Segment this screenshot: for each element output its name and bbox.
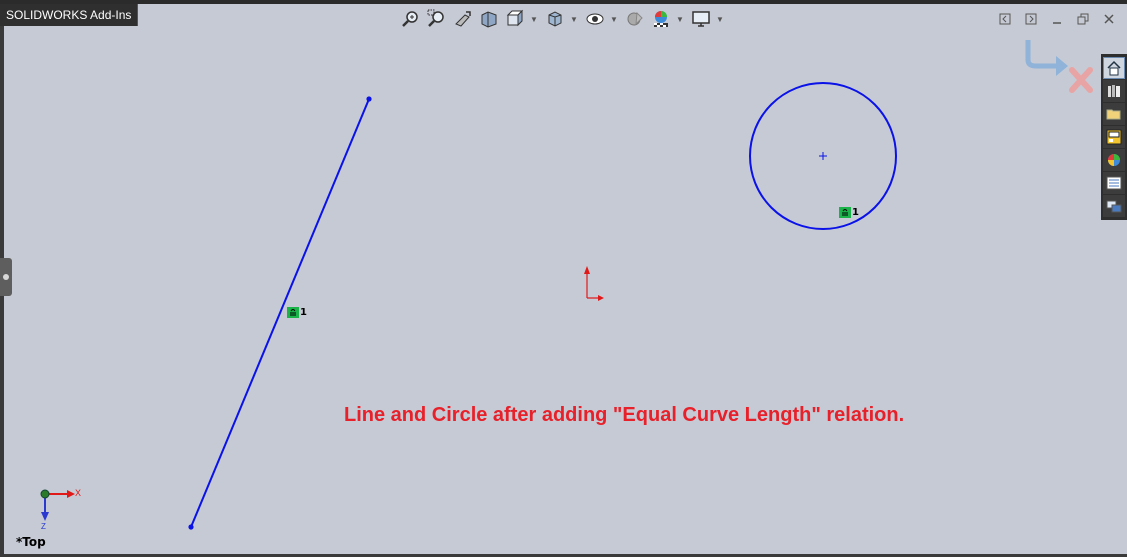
view-settings-caret[interactable]: ▼ xyxy=(716,14,724,24)
triad-z-label: Z xyxy=(41,522,46,531)
relation-count: 1 xyxy=(852,207,859,218)
equal-relation-badge-line[interactable]: 1 xyxy=(287,307,307,318)
exit-sketch-icon[interactable] xyxy=(1025,40,1068,76)
equal-relation-icon xyxy=(839,207,851,218)
apply-scene-icon[interactable] xyxy=(650,8,672,30)
bottom-border xyxy=(0,554,1127,557)
home-icon[interactable] xyxy=(1103,57,1125,79)
display-style-caret[interactable]: ▼ xyxy=(570,14,578,24)
appearances-icon[interactable] xyxy=(1103,149,1125,171)
title-strip xyxy=(0,0,1127,4)
zoom-to-area-icon[interactable] xyxy=(426,8,448,30)
triad xyxy=(40,489,75,521)
tile-right-icon[interactable] xyxy=(1022,10,1040,28)
toggle-dot-icon xyxy=(3,274,9,280)
view-orientation-caret[interactable]: ▼ xyxy=(530,14,538,24)
view-palette-icon[interactable] xyxy=(1103,126,1125,148)
addins-tab[interactable]: SOLIDWORKS Add-Ins xyxy=(0,4,139,26)
triad-x-label: X xyxy=(75,488,82,498)
edit-appearance-icon[interactable] xyxy=(624,8,646,30)
previous-view-icon[interactable] xyxy=(452,8,474,30)
feature-manager-toggle[interactable] xyxy=(0,258,12,296)
zoom-to-fit-icon[interactable] xyxy=(400,8,422,30)
line-endpoint-top[interactable] xyxy=(366,96,372,102)
sketch-line[interactable] xyxy=(188,96,372,530)
window-controls xyxy=(996,10,1118,28)
confirmation-corner xyxy=(1022,36,1100,101)
design-library-icon[interactable] xyxy=(1103,80,1125,102)
apply-scene-caret[interactable]: ▼ xyxy=(676,14,684,24)
close-icon[interactable] xyxy=(1100,10,1118,28)
circle-center-mark[interactable] xyxy=(819,152,827,160)
section-view-icon[interactable] xyxy=(478,8,500,30)
heads-up-toolbar: ▼ ▼ ▼ ▼ ▼ xyxy=(400,8,730,30)
custom-properties-icon[interactable] xyxy=(1103,172,1125,194)
minimize-icon[interactable] xyxy=(1048,10,1066,28)
view-settings-icon[interactable] xyxy=(690,8,712,30)
restore-icon[interactable] xyxy=(1074,10,1092,28)
sketch-origin[interactable] xyxy=(584,266,604,301)
view-orientation-icon[interactable] xyxy=(504,8,526,30)
relation-count: 1 xyxy=(300,307,307,318)
forum-icon[interactable] xyxy=(1103,195,1125,217)
file-explorer-icon[interactable] xyxy=(1103,103,1125,125)
tile-left-icon[interactable] xyxy=(996,10,1014,28)
line-endpoint-bottom[interactable] xyxy=(188,524,194,530)
sketch-circle[interactable] xyxy=(749,82,897,230)
display-style-icon[interactable] xyxy=(544,8,566,30)
equal-relation-badge-circle[interactable]: 1 xyxy=(839,207,859,218)
task-pane xyxy=(1101,54,1127,220)
equal-relation-icon xyxy=(287,307,299,318)
view-name: *Top xyxy=(16,535,46,549)
hide-show-items-icon[interactable] xyxy=(584,8,606,30)
hide-show-caret[interactable]: ▼ xyxy=(610,14,618,24)
cancel-sketch-icon[interactable] xyxy=(1069,67,1093,93)
caption: Line and Circle after adding "Equal Curv… xyxy=(344,404,905,426)
